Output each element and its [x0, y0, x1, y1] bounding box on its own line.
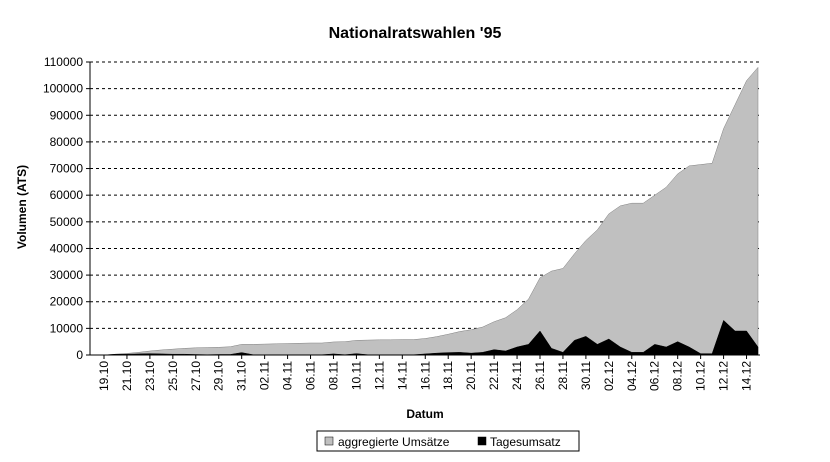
y-tick-label: 0: [76, 348, 83, 362]
x-tick-label: 16.11: [418, 361, 432, 390]
x-tick-label: 19.10: [97, 361, 111, 391]
x-tick-label: 22.11: [487, 361, 501, 390]
x-tick-label: 31.10: [235, 361, 249, 391]
x-tick-label: 30.11: [579, 361, 593, 390]
x-tick-label: 27.10: [189, 361, 203, 391]
x-tick-label: 04.12: [625, 361, 639, 391]
x-tick-label: 18.11: [441, 361, 455, 390]
legend-swatch-daily: [477, 436, 487, 446]
legend-label-aggregate: aggregierte Umsätze: [338, 435, 450, 449]
chart-title: Nationalratswahlen '95: [329, 25, 502, 42]
x-axis-label: Datum: [406, 407, 443, 421]
x-tick-label: 04.11: [281, 361, 295, 390]
legend-box: [316, 430, 580, 452]
axes: [89, 62, 760, 359]
y-axis-label: Volumen (ATS): [15, 165, 29, 249]
y-tick-label: 80000: [50, 135, 84, 149]
y-tick-labels: 0 10000 20000 30000 40000 50000 60000 70000 8000…: [43, 55, 83, 362]
area-aggregate: [103, 66, 759, 356]
x-tick-label: 02.12: [602, 361, 616, 391]
x-tick-label: 20.11: [464, 361, 478, 390]
x-tick-label: 24.11: [510, 361, 524, 390]
x-tick-label: 08.11: [326, 361, 340, 390]
x-tick-label: 06.11: [304, 361, 318, 390]
y-tick-label: 40000: [50, 241, 84, 255]
x-tick-label: 21.10: [120, 361, 134, 391]
plot-areas: [103, 66, 759, 356]
legend-label-daily: Tagesumsatz: [490, 435, 561, 449]
y-tick-label: 50000: [50, 215, 84, 229]
y-tick-label: 100000: [43, 82, 83, 96]
x-tick-label: 10.11: [349, 361, 363, 390]
x-tick-label: 28.11: [556, 361, 570, 390]
legend-swatch-aggregate: [324, 436, 334, 446]
x-tick-label: 06.12: [648, 361, 662, 391]
y-tick-label: 60000: [50, 188, 84, 202]
x-tick-label: 08.12: [671, 361, 685, 391]
x-tick-label: 14.11: [395, 361, 409, 390]
x-tick-label: 12.11: [372, 361, 386, 390]
x-tick-label: 02.11: [258, 361, 272, 390]
x-tick-label: 29.10: [212, 361, 226, 391]
y-tick-label: 70000: [50, 162, 84, 176]
x-tick-labels: 19.10 21.10 23.10 25.10 27.10 29.10 31.10 02.11…: [97, 361, 754, 391]
y-tick-label: 30000: [50, 268, 84, 282]
y-tick-label: 110000: [44, 55, 83, 69]
x-tick-label: 23.10: [143, 361, 157, 391]
x-tick-label: 12.12: [717, 361, 731, 391]
x-tick-label: 10.12: [694, 361, 708, 391]
y-tick-label: 20000: [50, 295, 84, 309]
y-tick-label: 10000: [50, 321, 84, 335]
x-tick-label: 25.10: [166, 361, 180, 391]
legend: aggregierte Umsätze Tagesumsatz: [316, 430, 580, 452]
y-tick-label: 90000: [50, 108, 84, 122]
x-tick-label: 26.11: [533, 361, 547, 390]
x-tick-label: 14.12: [740, 361, 754, 391]
